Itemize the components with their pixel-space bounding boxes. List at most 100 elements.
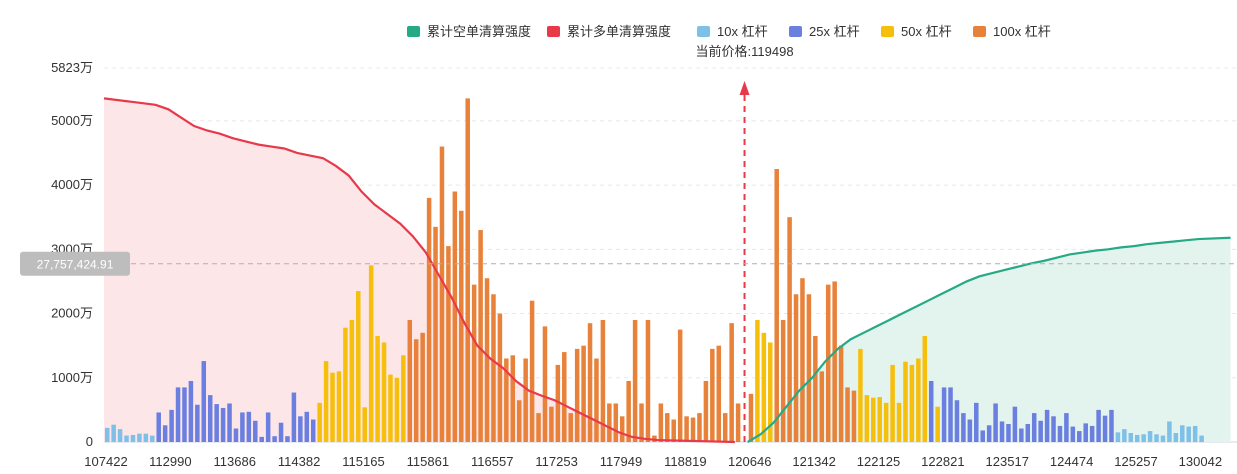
- legend-item[interactable]: 累计空单清算强度: [407, 24, 531, 39]
- bar-100x: [825, 284, 831, 442]
- bar-series: [104, 98, 1204, 443]
- bar-10x: [1199, 435, 1204, 442]
- bar-25x: [310, 419, 316, 442]
- bar-100x: [819, 371, 825, 442]
- bar-25x: [227, 403, 232, 442]
- bar-25x: [1083, 423, 1088, 442]
- bar-25x: [1044, 409, 1050, 442]
- y-tick-label: 1000万: [51, 370, 93, 385]
- legend-swatch: [547, 26, 560, 37]
- x-axis-ticks: 107422 112990 113686 114382 115165 115861 1165…: [84, 454, 1222, 469]
- bar-100x: [516, 400, 522, 442]
- bar-100x: [574, 348, 580, 442]
- bar-10x: [143, 433, 149, 442]
- bar-100x: [645, 319, 651, 442]
- bar-100x: [426, 197, 432, 442]
- bar-10x: [1160, 435, 1166, 442]
- bar-25x: [941, 387, 947, 442]
- bar-100x: [722, 413, 728, 442]
- cursor-label: 27,757,424.91: [37, 258, 114, 272]
- bar-25x: [1006, 424, 1011, 442]
- legend-item[interactable]: 25x 杠杆: [789, 24, 860, 39]
- bar-50x: [323, 361, 329, 442]
- legend-label: 10x 杠杆: [717, 24, 768, 39]
- bar-25x: [195, 404, 200, 442]
- current-price-label: 当前价格:119498: [696, 44, 794, 59]
- curve-lines: [103, 97, 1231, 444]
- bar-50x: [761, 332, 767, 442]
- bar-25x: [928, 380, 934, 442]
- bar-25x: [304, 411, 310, 442]
- bar-100x: [465, 98, 470, 442]
- bar-25x: [169, 409, 174, 442]
- bar-50x: [877, 397, 882, 442]
- x-tick-label: 120646: [728, 454, 771, 469]
- bar-10x: [1122, 429, 1127, 442]
- bar-100x: [484, 278, 490, 442]
- x-tick-label: 124474: [1050, 454, 1093, 469]
- bar-100x: [600, 319, 606, 442]
- legend-item[interactable]: 累计多单清算强度: [547, 24, 671, 39]
- bar-25x: [1089, 425, 1095, 442]
- x-tick-label: 115165: [342, 454, 384, 469]
- bar-100x: [420, 332, 425, 442]
- bar-25x: [207, 395, 213, 442]
- bar-25x: [1051, 416, 1056, 442]
- bar-100x: [690, 417, 696, 442]
- bar-25x: [1077, 431, 1082, 442]
- bar-25x: [240, 412, 245, 442]
- bar-50x: [401, 355, 406, 442]
- bar-100x: [523, 358, 528, 442]
- bar-100x: [716, 345, 722, 442]
- legend-swatch: [697, 26, 710, 37]
- bar-100x: [735, 403, 741, 442]
- x-tick-label: 107422: [84, 454, 127, 469]
- bar-100x: [639, 403, 644, 442]
- bar-25x: [272, 436, 277, 442]
- x-tick-label: 112990: [149, 454, 191, 469]
- bar-100x: [632, 319, 638, 442]
- legend[interactable]: 累计空单清算强度 累计多单清算强度 10x 杠杆 25x 杠杆 50x 杠杆 100x 杠…: [407, 24, 1051, 39]
- x-tick-label: 130042: [1179, 454, 1222, 469]
- legend-item[interactable]: 100x 杠杆: [973, 24, 1051, 39]
- bar-100x: [710, 348, 715, 442]
- bar-25x: [986, 425, 992, 442]
- y-tick-label: 0: [86, 434, 93, 449]
- bar-50x: [755, 319, 760, 442]
- bar-10x: [1192, 425, 1198, 442]
- bar-100x: [459, 210, 464, 442]
- bar-25x: [954, 400, 960, 442]
- bar-50x: [336, 371, 342, 442]
- bar-50x: [922, 336, 928, 442]
- x-tick-label: 122125: [857, 454, 900, 469]
- legend-item[interactable]: 50x 杠杆: [881, 24, 952, 39]
- x-tick-label: 114382: [278, 454, 320, 469]
- legend-swatch: [881, 26, 894, 37]
- bar-10x: [124, 435, 129, 442]
- bar-25x: [182, 387, 187, 442]
- bar-100x: [439, 146, 445, 443]
- bar-100x: [845, 387, 850, 442]
- bar-10x: [1128, 433, 1134, 442]
- bar-100x: [677, 329, 683, 442]
- bar-25x: [1096, 409, 1101, 442]
- bar-100x: [504, 358, 509, 442]
- bar-50x: [916, 358, 921, 442]
- bar-25x: [1064, 413, 1069, 442]
- bar-50x: [935, 406, 940, 442]
- legend-item[interactable]: 10x 杠杆: [697, 24, 768, 39]
- bar-25x: [246, 411, 252, 442]
- x-tick-label: 117253: [535, 454, 577, 469]
- bar-100x: [851, 390, 857, 442]
- bar-50x: [864, 395, 870, 442]
- bar-100x: [806, 294, 812, 442]
- bar-100x: [832, 281, 837, 442]
- x-tick-label: 123517: [986, 454, 1029, 469]
- short-liquidation-area: [747, 237, 1231, 442]
- bar-100x: [626, 380, 631, 442]
- bar-100x: [555, 364, 561, 442]
- bar-100x: [813, 336, 818, 442]
- bar-100x: [780, 319, 786, 442]
- legend-swatch: [407, 26, 420, 37]
- bar-100x: [413, 339, 419, 442]
